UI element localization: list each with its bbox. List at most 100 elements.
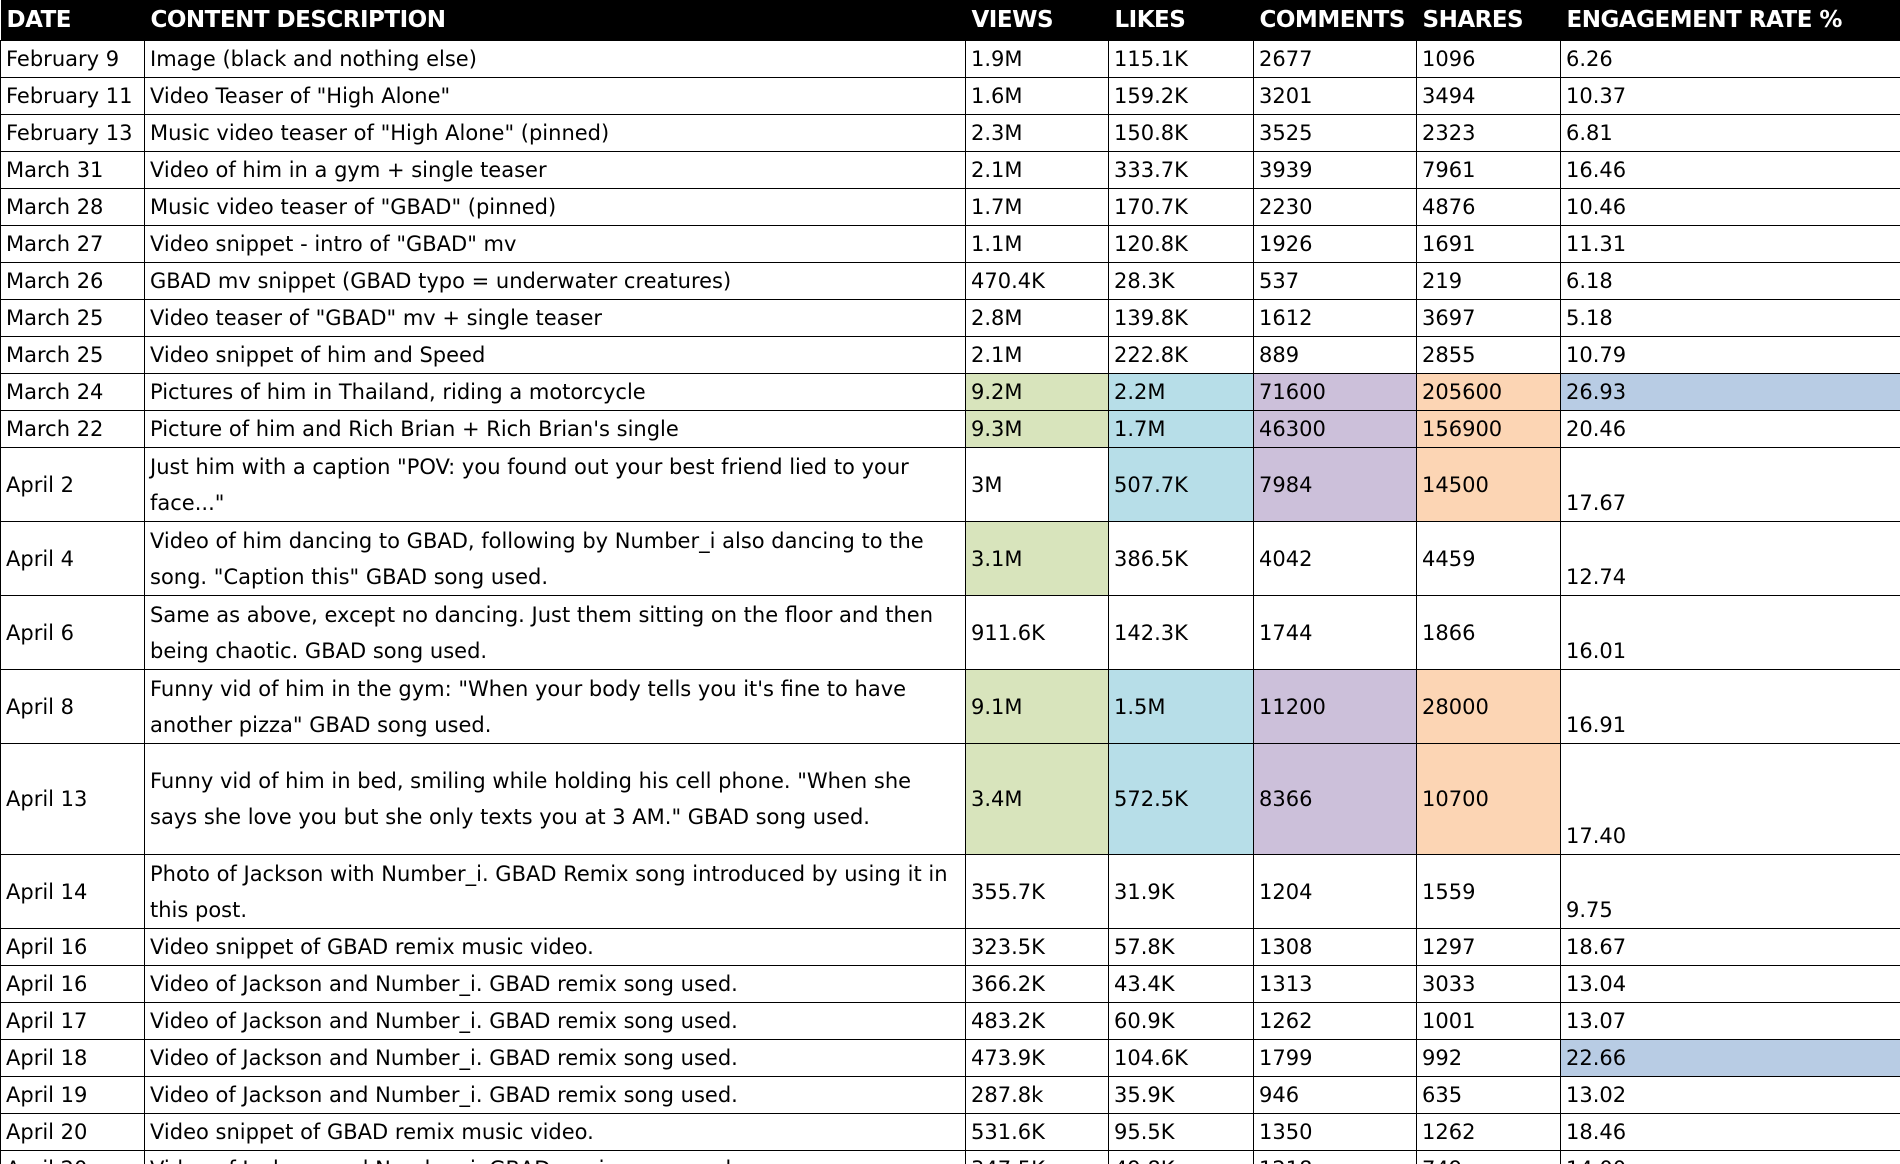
description-cell: Video snippet of GBAD remix music video. [144,1113,966,1151]
views-cell: 473.9K [965,1039,1109,1077]
table-row: April 14 Photo of Jackson with Number_i. … [0,854,1900,929]
date-cell: March 27 [0,225,145,263]
comments-cell: 3525 [1253,114,1417,152]
column-header: ENGAGEMENT RATE % [1560,0,1900,41]
engagement-cell: 17.40 [1560,743,1900,855]
likes-cell: 507.7K [1108,447,1254,522]
description-cell: Video snippet - intro of "GBAD" mv [144,225,966,263]
description-cell: Video of Jackson and Number_i. GBAD remi… [144,965,966,1003]
engagement-cell: 18.67 [1560,928,1900,966]
views-cell: 1.9M [965,40,1109,78]
engagement-cell: 26.93 [1560,373,1900,411]
comments-cell: 1926 [1253,225,1417,263]
description-cell: Picture of him and Rich Brian + Rich Bri… [144,410,966,448]
description-cell: Video of Jackson and Number_i. GBAD remi… [144,1150,966,1164]
table-row: March 27 Video snippet - intro of "GBAD" … [0,225,1900,263]
comments-cell: 1262 [1253,1002,1417,1040]
date-cell: April 6 [0,595,145,670]
date-cell: April 16 [0,965,145,1003]
engagement-cell: 10.46 [1560,188,1900,226]
table-row: March 28 Music video teaser of "GBAD" (pi… [0,188,1900,226]
engagement-cell: 14.00 [1560,1150,1900,1164]
shares-cell: 1559 [1416,854,1561,929]
table-row: February 9 Image (black and nothing else)… [0,40,1900,78]
date-cell: March 25 [0,336,145,374]
table-row: March 25 Video snippet of him and Speed 2.… [0,336,1900,374]
description-cell: Video of him dancing to GBAD, following … [144,521,966,596]
shares-cell: 4876 [1416,188,1561,226]
shares-cell: 992 [1416,1039,1561,1077]
description-cell: Video of Jackson and Number_i. GBAD remi… [144,1039,966,1077]
likes-cell: 170.7K [1108,188,1254,226]
comments-cell: 1350 [1253,1113,1417,1151]
shares-cell: 1262 [1416,1113,1561,1151]
table-body: February 9 Image (black and nothing else)… [0,40,1900,1164]
shares-cell: 3697 [1416,299,1561,337]
description-cell: Funny vid of him in bed, smiling while h… [144,743,966,855]
shares-cell: 1297 [1416,928,1561,966]
table-row: February 11 Video Teaser of "High Alone" 1… [0,77,1900,115]
engagement-cell: 9.75 [1560,854,1900,929]
table-row: March 24 Pictures of him in Thailand, rid… [0,373,1900,411]
views-cell: 1.7M [965,188,1109,226]
comments-cell: 7984 [1253,447,1417,522]
shares-cell: 749 [1416,1150,1561,1164]
comments-cell: 889 [1253,336,1417,374]
description-cell: Video of him in a gym + single teaser [144,151,966,189]
shares-cell: 3494 [1416,77,1561,115]
engagement-cell: 6.26 [1560,40,1900,78]
comments-cell: 46300 [1253,410,1417,448]
likes-cell: 222.8K [1108,336,1254,374]
description-cell: GBAD mv snippet (GBAD typo = underwater … [144,262,966,300]
engagement-cell: 11.31 [1560,225,1900,263]
comments-cell: 1612 [1253,299,1417,337]
views-cell: 9.2M [965,373,1109,411]
likes-cell: 120.8K [1108,225,1254,263]
header-row: DATE CONTENT DESCRIPTION VIEWS LIKES COMMENT… [0,0,1900,41]
views-cell: 9.3M [965,410,1109,448]
engagement-cell: 10.37 [1560,77,1900,115]
views-cell: 2.8M [965,299,1109,337]
comments-cell: 2677 [1253,40,1417,78]
date-cell: March 25 [0,299,145,337]
likes-cell: 35.9K [1108,1076,1254,1114]
comments-cell: 3201 [1253,77,1417,115]
description-cell: Video snippet of him and Speed [144,336,966,374]
engagement-cell: 12.74 [1560,521,1900,596]
date-cell: April 4 [0,521,145,596]
views-cell: 2.1M [965,336,1109,374]
likes-cell: 139.8K [1108,299,1254,337]
comments-cell: 946 [1253,1076,1417,1114]
date-cell: February 11 [0,77,145,115]
views-cell: 9.1M [965,669,1109,744]
views-cell: 366.2K [965,965,1109,1003]
shares-cell: 205600 [1416,373,1561,411]
table-row: April 4 Video of him dancing to GBAD, fol… [0,521,1900,596]
table-row: April 16 Video snippet of GBAD remix musi… [0,928,1900,966]
views-cell: 287.8k [965,1076,1109,1114]
table-row: April 13 Funny vid of him in bed, smiling… [0,743,1900,855]
table-row: April 18 Video of Jackson and Number_i. G… [0,1039,1900,1077]
date-cell: March 22 [0,410,145,448]
likes-cell: 572.5K [1108,743,1254,855]
date-cell: April 8 [0,669,145,744]
date-cell: April 16 [0,928,145,966]
date-cell: March 26 [0,262,145,300]
comments-cell: 11200 [1253,669,1417,744]
table-row: April 2 Just him with a caption "POV: you… [0,447,1900,522]
engagement-cell: 13.02 [1560,1076,1900,1114]
date-cell: April 20 [0,1113,145,1151]
description-cell: Video of Jackson and Number_i. GBAD remi… [144,1076,966,1114]
likes-cell: 43.4K [1108,965,1254,1003]
table-row: April 6 Same as above, except no dancing.… [0,595,1900,670]
shares-cell: 1096 [1416,40,1561,78]
date-cell: April 18 [0,1039,145,1077]
engagement-cell: 16.01 [1560,595,1900,670]
date-cell: April 17 [0,1002,145,1040]
views-cell: 3.1M [965,521,1109,596]
engagement-cell: 13.07 [1560,1002,1900,1040]
likes-cell: 49.8K [1108,1150,1254,1164]
likes-cell: 104.6K [1108,1039,1254,1077]
column-header: COMMENTS [1253,0,1417,41]
